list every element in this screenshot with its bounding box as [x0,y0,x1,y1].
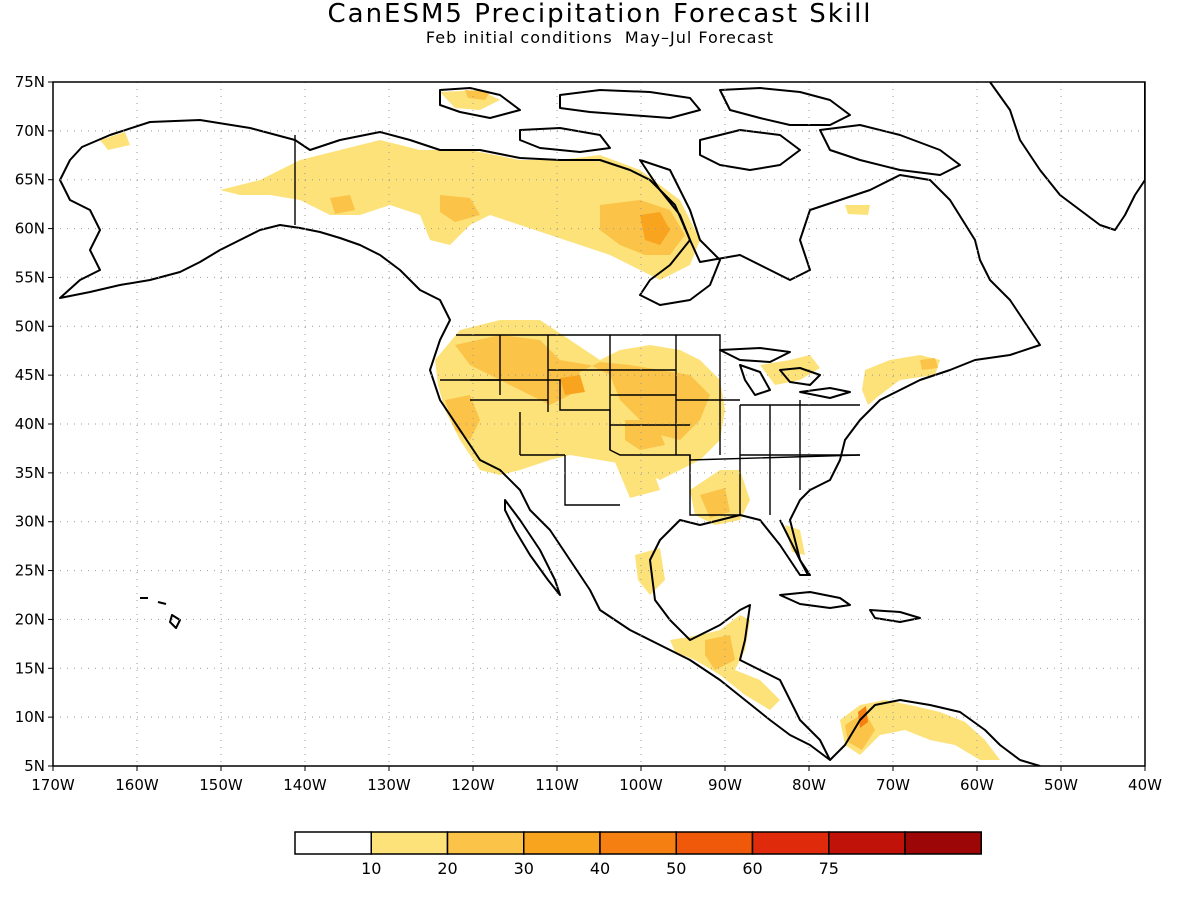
colorbar: 10 20 30 40 50 60 75 [294,831,982,878]
lon-label: 160W [115,776,159,794]
colorbar-swatch [446,831,525,855]
lon-label: 150W [199,776,243,794]
lon-label: 100W [619,776,663,794]
coastlines [59,82,1145,766]
latitude-labels: 5N 10N 15N 20N 25N 30N 35N 40N 45N 50N 55N 60N 65N 70… [15,73,45,775]
lat-label: 65N [15,171,45,189]
skill-region [330,195,355,214]
lat-label: 45N [15,366,45,384]
lat-label: 40N [15,415,45,433]
chart-title: CanESM5 Precipitation Forecast Skill [327,0,873,29]
lat-label: 50N [15,317,45,335]
colorbar-label: 20 [437,859,457,878]
skill-region [455,335,710,440]
colorbar-swatch [599,831,677,855]
skill-region [100,132,130,150]
lon-label: 120W [451,776,495,794]
lat-label: 35N [15,464,45,482]
lat-label: 55N [15,268,45,286]
skill-region [840,700,1000,760]
political-borders [294,135,861,516]
skill-region [705,635,735,670]
colorbar-label: 10 [361,859,381,878]
lat-label: 25N [15,562,45,580]
lon-label: 50W [1044,776,1078,794]
lat-lon-grid [48,81,1146,771]
colorbar-label: 60 [742,859,762,878]
colorbar-label: 40 [590,859,610,878]
skill-region [700,488,730,518]
lon-label: 130W [367,776,411,794]
skill-region [560,375,585,395]
skill-region [615,462,660,498]
skill-region [445,395,480,440]
lat-label: 75N [15,73,45,91]
colorbar-swatch [904,831,982,855]
colorbar-swatch [828,831,906,855]
colorbar-swatch [370,831,449,855]
colorbar-label: 50 [666,859,686,878]
lon-label: 80W [792,776,826,794]
lon-label: 90W [708,776,742,794]
lon-label: 60W [960,776,994,794]
chart-subtitle: Feb initial conditions May–Jul Forecast [425,28,775,47]
lon-label: 70W [876,776,910,794]
lon-label: 170W [31,776,75,794]
colorbar-swatch [751,831,830,855]
map-frame [52,81,1146,767]
lat-label: 60N [15,220,45,238]
colorbar-label: 30 [514,859,534,878]
colorbar-swatch [523,831,601,855]
skill-region [440,195,480,222]
skill-region [635,548,665,595]
skill-shading [100,90,1000,760]
longitude-labels: 170W 160W 150W 140W 130W 120W 110W 100W 90W 80W 70… [31,776,1162,794]
lat-label: 15N [15,659,45,677]
colorbar-swatch [675,831,754,855]
lon-label: 140W [283,776,327,794]
lat-label: 5N [24,757,45,775]
skill-region [862,355,940,405]
colorbar-label: 75 [819,859,839,878]
lat-label: 10N [15,708,45,726]
lon-label: 40W [1128,776,1162,794]
lon-label: 110W [535,776,579,794]
skill-region [845,205,870,215]
lat-label: 20N [15,610,45,628]
lat-label: 70N [15,122,45,140]
lat-label: 30N [15,513,45,531]
skill-region [465,90,490,100]
skill-region [920,358,938,370]
skill-region [625,420,665,450]
colorbar-swatch [294,831,372,855]
